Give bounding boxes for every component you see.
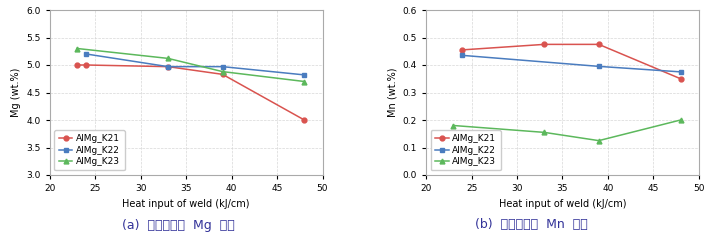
Line: AlMg_K22: AlMg_K22: [84, 52, 307, 77]
Line: AlMg_K21: AlMg_K21: [75, 62, 307, 122]
Legend: AlMg_K21, AlMg_K22, AlMg_K23: AlMg_K21, AlMg_K22, AlMg_K23: [54, 130, 125, 170]
AlMg_K21: [677, 77, 685, 80]
Y-axis label: Mg (wt.%): Mg (wt.%): [11, 68, 21, 117]
AlMg_K23: [218, 70, 227, 73]
AlMg_K22: [82, 52, 91, 56]
X-axis label: Heat input of weld (kJ/cm): Heat input of weld (kJ/cm): [498, 198, 626, 208]
X-axis label: Heat input of weld (kJ/cm): Heat input of weld (kJ/cm): [123, 198, 250, 208]
AlMg_K23: [540, 131, 548, 134]
AlMg_K21: [82, 64, 91, 66]
AlMg_K21: [595, 43, 603, 46]
AlMg_K22: [677, 70, 685, 74]
AlMg_K22: [300, 74, 309, 76]
Text: (b)  용융금속부  Mn  함량: (b) 용융금속부 Mn 함량: [475, 218, 588, 232]
AlMg_K23: [300, 80, 309, 83]
AlMg_K21: [164, 65, 173, 68]
AlMg_K23: [164, 57, 173, 60]
AlMg_K23: [449, 124, 458, 127]
Line: AlMg_K23: AlMg_K23: [451, 118, 683, 143]
AlMg_K23: [73, 47, 81, 50]
AlMg_K21: [300, 118, 309, 122]
Legend: AlMg_K21, AlMg_K22, AlMg_K23: AlMg_K21, AlMg_K22, AlMg_K23: [431, 130, 501, 170]
AlMg_K22: [218, 65, 227, 68]
AlMg_K22: [164, 65, 173, 68]
AlMg_K22: [595, 65, 603, 68]
Line: AlMg_K23: AlMg_K23: [75, 46, 307, 84]
Line: AlMg_K21: AlMg_K21: [460, 42, 683, 81]
AlMg_K21: [73, 64, 81, 66]
AlMg_K23: [677, 118, 685, 122]
AlMg_K21: [218, 73, 227, 76]
AlMg_K22: [458, 54, 467, 57]
AlMg_K23: [595, 139, 603, 142]
AlMg_K21: [458, 48, 467, 51]
Line: AlMg_K22: AlMg_K22: [460, 53, 683, 74]
Text: (a)  용융금속부  Mg  함량: (a) 용융금속부 Mg 함량: [122, 218, 235, 232]
Y-axis label: Mn (wt.%): Mn (wt.%): [387, 68, 397, 117]
AlMg_K21: [540, 43, 548, 46]
